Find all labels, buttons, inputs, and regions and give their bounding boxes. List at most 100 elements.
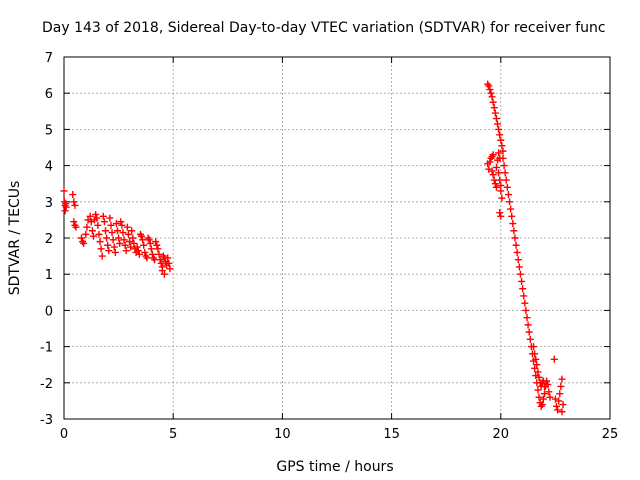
data-point (138, 232, 146, 240)
data-point (140, 241, 148, 249)
data-point (105, 247, 113, 255)
data-point (148, 250, 156, 258)
data-point (72, 223, 80, 231)
data-point (501, 169, 509, 177)
data-point (488, 93, 496, 101)
data-point (486, 158, 494, 166)
data-point (165, 259, 173, 267)
data-point (498, 194, 506, 202)
data-point (489, 98, 497, 106)
y-tick-label: 3 (45, 196, 53, 211)
data-point (126, 238, 134, 246)
data-point (512, 241, 520, 249)
data-point (145, 236, 153, 244)
data-point (61, 207, 69, 215)
data-point (120, 236, 128, 244)
data-point (77, 234, 85, 242)
data-point (487, 89, 495, 97)
data-point (559, 401, 567, 409)
data-point (117, 218, 125, 226)
data-point (146, 239, 154, 247)
data-point (134, 247, 142, 255)
data-point (100, 218, 108, 226)
data-point (510, 227, 518, 235)
data-point (554, 406, 562, 414)
data-point (104, 241, 112, 249)
data-point (523, 314, 531, 322)
data-point (491, 109, 499, 117)
data-point (545, 388, 553, 396)
data-point (539, 395, 547, 403)
data-point (530, 343, 538, 351)
y-axis-label: SDTVAR / TECUs (7, 181, 23, 296)
data-point (101, 227, 109, 235)
data-point (153, 241, 161, 249)
data-point (109, 236, 117, 244)
data-point (540, 390, 548, 398)
data-point (485, 82, 493, 90)
data-point (158, 267, 166, 275)
data-point (112, 220, 120, 228)
data-point (533, 361, 541, 369)
data-point (62, 203, 70, 211)
data-point (94, 221, 102, 229)
data-point (129, 234, 137, 242)
x-tick-label: 5 (169, 427, 177, 442)
data-point (515, 263, 523, 271)
data-point (494, 120, 502, 128)
x-axis-label: GPS time / hours (276, 459, 393, 475)
y-tick-label: 7 (45, 51, 53, 66)
data-point (518, 277, 526, 285)
data-point (107, 221, 115, 229)
data-point (96, 238, 104, 246)
data-point (143, 254, 151, 262)
data-point (499, 147, 507, 155)
data-point (141, 248, 149, 256)
data-point (124, 230, 132, 238)
data-point (152, 238, 160, 246)
data-point (156, 256, 164, 264)
data-point (503, 183, 511, 191)
data-point (139, 236, 147, 244)
data-point (546, 393, 554, 401)
data-point (535, 373, 543, 381)
data-point (135, 250, 143, 258)
data-point (489, 171, 497, 179)
data-point (508, 212, 516, 220)
data-point (490, 104, 498, 112)
data-point (89, 232, 97, 240)
data-point (147, 245, 155, 253)
data-point (486, 86, 494, 94)
data-point (154, 245, 162, 253)
data-point (535, 393, 543, 401)
data-point (123, 223, 131, 231)
data-point (98, 252, 106, 260)
x-tick-label: 10 (274, 427, 291, 442)
data-point (525, 328, 533, 336)
data-point (121, 241, 129, 249)
data-point (130, 239, 138, 247)
x-axis: 0 5 10 15 20 25 (60, 57, 618, 442)
x-tick-label: 0 (60, 427, 68, 442)
data-point (539, 377, 547, 385)
y-tick-label: -1 (40, 341, 53, 356)
data-point (70, 198, 78, 206)
data-point (108, 229, 116, 237)
x-tick-label: 20 (493, 427, 510, 442)
data-point (93, 214, 101, 222)
data-point (492, 183, 500, 191)
data-point (558, 408, 566, 416)
data-point (88, 227, 96, 235)
data-point (133, 243, 141, 251)
data-point (118, 221, 126, 229)
data-point (506, 198, 514, 206)
x-tick-label: 25 (602, 427, 619, 442)
data-point (531, 350, 539, 358)
data-point (507, 205, 515, 213)
data-point (492, 163, 500, 171)
data-point (497, 212, 505, 220)
data-point (522, 306, 530, 314)
data-point (71, 201, 79, 209)
chart-title: Day 143 of 2018, Sidereal Day-to-day VTE… (42, 20, 606, 36)
data-point (556, 390, 564, 398)
